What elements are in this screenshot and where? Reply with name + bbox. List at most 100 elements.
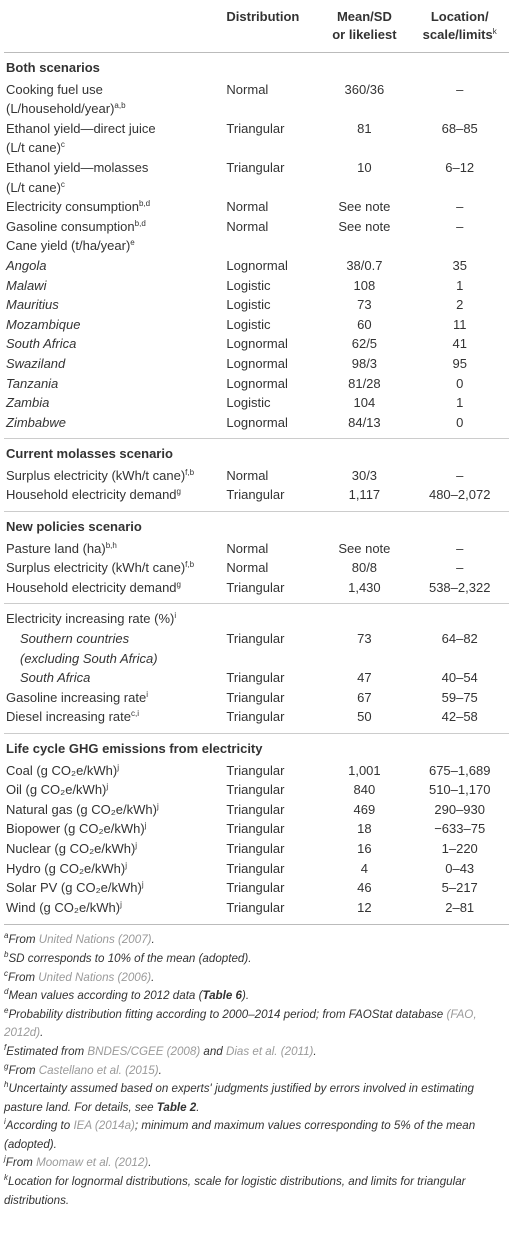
row-label: Gasoline increasing ratei — [4, 688, 224, 708]
table-row: Malawi Logistic 108 1 — [4, 276, 509, 296]
location-value: – — [456, 81, 464, 97]
table-row: Angola Lognormal 38/0.7 35 — [4, 256, 509, 276]
footnote-text: From — [8, 933, 39, 947]
distribution-cell: Logistic — [224, 276, 318, 296]
mean-value: 16 — [357, 840, 372, 856]
footnote-ref: j — [106, 782, 109, 792]
distribution-value: Triangular — [226, 709, 285, 725]
mean-cell: 38/0.7 — [318, 256, 410, 276]
footnote-text: Probability distribution fitting accordi… — [8, 1007, 447, 1021]
location-value: – — [456, 199, 464, 215]
section-title: Both scenarios — [6, 60, 100, 75]
mean-value: 30/3 — [351, 467, 378, 483]
location-value: 5–217 — [441, 880, 478, 896]
footnote-ref: a,b — [114, 101, 126, 111]
footnote-ref: g — [176, 579, 181, 589]
label-line: Swaziland — [6, 355, 66, 371]
mean-cell: 108 — [318, 276, 410, 296]
table-row: Surplus electricity (kWh/t cane)f,b Norma… — [4, 466, 509, 486]
mean-value: 840 — [353, 782, 376, 798]
location-value: – — [456, 467, 464, 483]
mean-cell: See note — [318, 217, 410, 237]
location-cell: 538–2,322 — [410, 578, 509, 604]
mean-value: 84/13 — [348, 414, 381, 430]
distribution-cell: Lognormal — [224, 334, 318, 354]
row-label: Electricity consumptionb,d — [4, 197, 224, 217]
distribution-cell: Triangular — [224, 859, 318, 879]
mean-cell — [318, 603, 411, 630]
row-label: Coal (g CO₂e/kWh)j — [4, 761, 224, 781]
table-row: Swaziland Lognormal 98/3 95 — [4, 354, 509, 374]
mean-cell: 30/3 — [318, 466, 410, 486]
label-line: Pasture land (ha) — [6, 540, 106, 556]
footnote-ref: j — [117, 762, 120, 772]
label-line: Southern countries — [20, 631, 130, 647]
mean-cell: 1,117 — [318, 485, 410, 511]
location-cell: 0 — [410, 374, 509, 394]
distribution-value: Triangular — [226, 821, 285, 837]
location-cell: 2 — [410, 295, 509, 315]
table-row: Diesel increasing ratec,i Triangular 50 42–… — [4, 707, 509, 733]
footnote-ref: j — [144, 821, 147, 831]
label-line: Gasoline increasing rate — [6, 689, 147, 705]
table-row: Surplus electricity (kWh/t cane)f,b Norma… — [4, 558, 509, 578]
label-line: (L/household/year) — [6, 101, 115, 117]
table-row: Zambia Logistic 104 1 — [4, 393, 509, 413]
table-row: Cooking fuel use (L/household/year)a,b Nor… — [4, 80, 509, 119]
location-cell: 42–58 — [410, 707, 509, 733]
location-cell — [410, 236, 509, 256]
label-line: Gasoline consumption — [6, 218, 135, 234]
distribution-value: Triangular — [226, 762, 285, 778]
label-line: Angola — [6, 257, 47, 273]
row-label: Cooking fuel use (L/household/year)a,b — [4, 80, 224, 119]
distribution-cell: Triangular — [224, 819, 318, 839]
distribution-value: Normal — [226, 540, 269, 556]
row-label: Household electricity demandg — [4, 578, 224, 604]
mean-cell: 18 — [318, 819, 410, 839]
footnote-ref: f,b — [185, 467, 195, 477]
distribution-cell: Lognormal — [224, 374, 318, 394]
location-value: 480–2,072 — [428, 487, 491, 503]
header-cell — [4, 8, 224, 53]
row-label: Surplus electricity (kWh/t cane)f,b — [4, 466, 224, 486]
location-value: 1 — [456, 277, 464, 293]
row-label: Surplus electricity (kWh/t cane)f,b — [4, 558, 224, 578]
location-value: 42–58 — [441, 709, 478, 725]
footnote-ref: j — [156, 801, 159, 811]
distribution-value: Triangular — [226, 689, 285, 705]
distribution-value: Logistic — [226, 297, 271, 313]
distribution-cell: Lognormal — [224, 413, 318, 439]
table-row: Nuclear (g CO₂e/kWh)j Triangular 16 1–220 — [4, 839, 509, 859]
section-title-row: Current molasses scenario — [4, 438, 509, 466]
row-label: Nuclear (g CO₂e/kWh)j — [4, 839, 224, 859]
location-cell: 5–217 — [410, 878, 509, 898]
distribution-cell: Triangular — [224, 578, 318, 604]
footnote-mark: k — [4, 1173, 8, 1183]
mean-value: 81/28 — [348, 375, 381, 391]
mean-cell: 73 — [318, 295, 410, 315]
location-value: – — [456, 540, 464, 556]
row-label: Household electricity demandg — [4, 485, 224, 511]
mean-value: See note — [338, 540, 391, 556]
location-cell: – — [410, 466, 509, 486]
footnote-ref: i — [174, 611, 177, 621]
location-value: 11 — [452, 316, 467, 332]
distribution-value: Normal — [226, 218, 269, 234]
distribution-cell: Triangular — [224, 688, 318, 708]
distribution-value: Triangular — [226, 801, 285, 817]
section-title: New policies scenario — [4, 511, 509, 539]
label-line: Household electricity demand — [6, 579, 177, 595]
location-cell: 2–81 — [410, 897, 509, 926]
mean-cell: 80/8 — [318, 558, 410, 578]
footnote-ref: i — [146, 689, 148, 699]
location-cell: 59–75 — [410, 688, 509, 708]
distribution-value: Triangular — [226, 782, 285, 798]
mean-cell: 81/28 — [318, 374, 410, 394]
footnote-ref: c — [60, 140, 65, 150]
footnote-mark: h — [4, 1080, 9, 1090]
distribution-value: Triangular — [226, 631, 285, 647]
section-title-row: Both scenarios — [4, 53, 509, 80]
footnote-link: (FAO, 2012d) — [4, 1007, 477, 1040]
section: Current molasses scenario Surplus electri… — [4, 438, 509, 512]
location-cell: – — [410, 558, 509, 578]
